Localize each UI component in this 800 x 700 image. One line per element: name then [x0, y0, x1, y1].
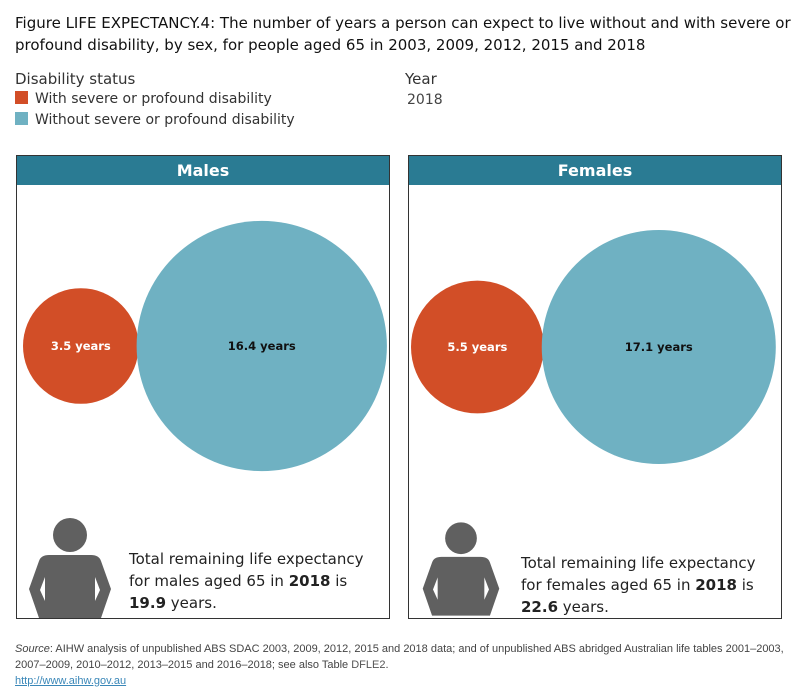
with-disability-bubble[interactable]	[411, 280, 544, 414]
bubble-label: 5.5 years	[447, 340, 507, 354]
without-disability-bubble[interactable]	[136, 220, 387, 472]
legend-item-with[interactable]: With severe or profound disability	[15, 91, 295, 107]
year-label: Year	[405, 70, 437, 88]
person-icon	[25, 517, 115, 619]
legend-label: With severe or profound disability	[35, 91, 272, 107]
legend-title: Disability status	[15, 70, 136, 88]
summary-text: Total remaining life expectancy for male…	[129, 550, 364, 612]
year-filter[interactable]: Year 2018	[405, 70, 443, 108]
with-disability-bubble[interactable]	[23, 288, 139, 404]
legend-item-without[interactable]: Without severe or profound disability	[15, 112, 295, 128]
legend-label: Without severe or profound disability	[35, 112, 295, 128]
legend-swatch-teal	[15, 112, 28, 125]
panel-header: Males	[17, 156, 389, 185]
bubble-label: 17.1 years	[625, 340, 693, 354]
legend-swatch-red	[15, 91, 28, 104]
bubble-label: 3.5 years	[51, 339, 111, 353]
bubbles: 5.5 years 17.1 years	[411, 229, 776, 465]
person-icon	[419, 518, 503, 620]
aihw-link[interactable]: http://www.aihw.gov.au	[15, 675, 127, 687]
bubble-label: 16.4 years	[228, 339, 296, 353]
bubbles: 3.5 years 16.4 years	[23, 220, 387, 472]
females-panel: Females 5.5 years 17.1 years Total remain…	[408, 155, 782, 619]
without-disability-bubble[interactable]	[541, 229, 776, 465]
legend: Disability status With severe or profoun…	[15, 70, 295, 128]
year-value[interactable]: 2018	[407, 92, 443, 108]
table-link[interactable]: DFLE2	[351, 659, 386, 671]
panel-header: Females	[409, 156, 781, 185]
males-panel: Males 3.5 years 16.4 years Total remainin…	[16, 155, 390, 619]
figure-title: Figure LIFE EXPECTANCY.4: The number of …	[15, 14, 791, 54]
source-note: Source: AIHW analysis of unpublished ABS…	[15, 643, 784, 687]
summary-text: Total remaining life expectancy for fema…	[521, 554, 756, 616]
